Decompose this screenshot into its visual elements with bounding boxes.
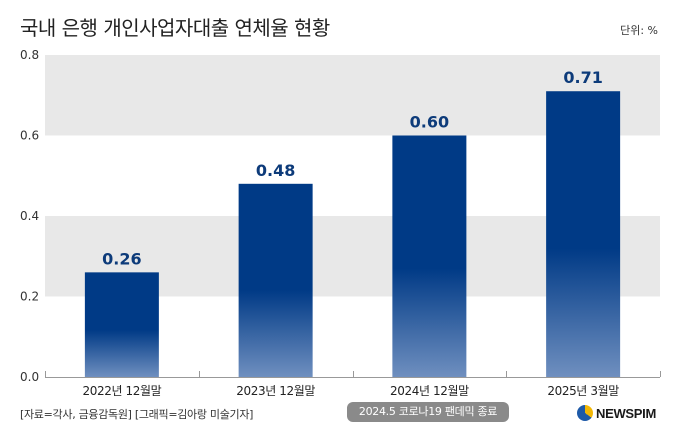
bar (84, 272, 159, 377)
value-labels: 0.26 0.48 0.60 0.71 (102, 68, 603, 268)
value-label: 0.48 (256, 161, 295, 180)
logo-text: NEWSPIM (596, 405, 657, 421)
bar (238, 183, 313, 377)
chart-title: 국내 은행 개인사업자대출 연체율 현황 (20, 16, 330, 40)
bar-chart: 0.0 0.2 0.4 0.6 0.8 0.26 0.48 0.60 0.71 2022년 1… (20, 48, 661, 398)
y-tick-label: 0.2 (20, 290, 39, 304)
y-axis: 0.0 0.2 0.4 0.6 0.8 (20, 48, 39, 384)
unit-label: 단위: % (620, 24, 658, 37)
value-label: 0.60 (410, 113, 449, 132)
x-tick-label: 2023년 12월말 (236, 384, 315, 398)
x-tick-label: 2025년 3월말 (547, 384, 619, 398)
source-credit: [자료=각사, 금융감독원] [그래픽=김아랑 미술기자] (20, 408, 254, 421)
value-label: 0.26 (102, 249, 141, 268)
y-tick-label: 0.4 (20, 209, 39, 223)
y-tick-label: 0.0 (20, 370, 39, 384)
x-axis (45, 371, 661, 378)
y-tick-label: 0.6 (20, 129, 39, 143)
bar (546, 91, 621, 377)
newspim-logo-icon (577, 405, 593, 421)
x-tick-label: 2022년 12월말 (83, 384, 162, 398)
bar (392, 135, 467, 377)
x-tick-label: 2024년 12월말 (390, 384, 469, 398)
pandemic-end-note: 2024.5 코로나19 팬데믹 종료 (347, 402, 509, 422)
bars (84, 91, 621, 377)
value-label: 0.71 (563, 68, 602, 87)
y-tick-label: 0.8 (20, 48, 39, 62)
newspim-logo: NEWSPIM (577, 405, 656, 421)
x-tick-labels: 2022년 12월말 2023년 12월말 2024년 12월말 2025년 3월말 (83, 384, 620, 398)
